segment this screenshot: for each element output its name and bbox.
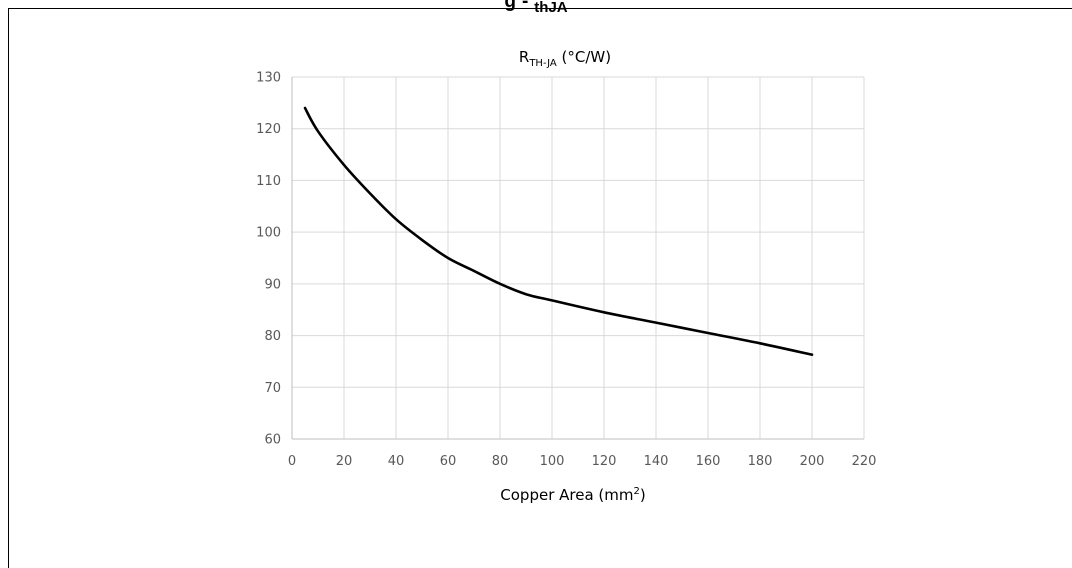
series-line-0 (303, 106, 814, 357)
x-tick-label: 200 (800, 454, 825, 469)
caption-prefix: g (504, 0, 516, 12)
x-axis-title-superscript: 2 (634, 486, 640, 497)
chart-title-subscript: TH-JA (528, 58, 557, 69)
x-tick-label: 140 (644, 454, 669, 469)
x-tick-label: 40 (388, 454, 405, 469)
y-tick-label: 80 (264, 329, 281, 344)
y-tick-label: 100 (256, 226, 281, 241)
caption-subscript: thJA (534, 0, 568, 16)
y-tick-label: 120 (256, 122, 281, 137)
rthja-chart: 0 20 40 60 80 100 120 140 160 180 200 220 60 70 80 90 10… (256, 48, 876, 504)
x-tick-label: 80 (492, 454, 509, 469)
x-tick-label: 160 (696, 454, 721, 469)
x-tick-label: 100 (540, 454, 565, 469)
x-axis-title: Copper Area (mm2) (500, 486, 645, 504)
series-layer (303, 106, 814, 357)
x-axis-title-main: Copper Area (mm (500, 486, 633, 504)
grid-lines (292, 76, 865, 439)
y-tick-label: 130 (256, 71, 281, 86)
x-tick-label: 180 (748, 454, 773, 469)
chart-title-suffix: (°C/W) (557, 48, 611, 66)
x-tick-label: 0 (288, 454, 296, 469)
chart-title-main: R (519, 48, 529, 66)
x-tick-label: 120 (592, 454, 617, 469)
x-tick-label: 60 (440, 454, 457, 469)
x-axis-title-suffix: ) (640, 486, 646, 504)
y-tick-label: 60 (264, 433, 281, 448)
x-tick-label: 220 (852, 454, 877, 469)
figure-frame (8, 8, 1072, 568)
y-tick-label: 90 (264, 277, 281, 292)
y-tick-label: 110 (256, 174, 281, 189)
x-tick-label: 20 (336, 454, 353, 469)
chart-title: RTH-JA (°C/W) (519, 48, 611, 69)
y-tick-label: 70 (264, 381, 281, 396)
axes (291, 77, 864, 440)
caption-separator: - (521, 0, 529, 12)
figure-caption: g - thJA (0, 0, 1072, 16)
tick-labels: 0 20 40 60 80 100 120 140 160 180 200 220 60 70 80 90 10… (256, 71, 876, 470)
